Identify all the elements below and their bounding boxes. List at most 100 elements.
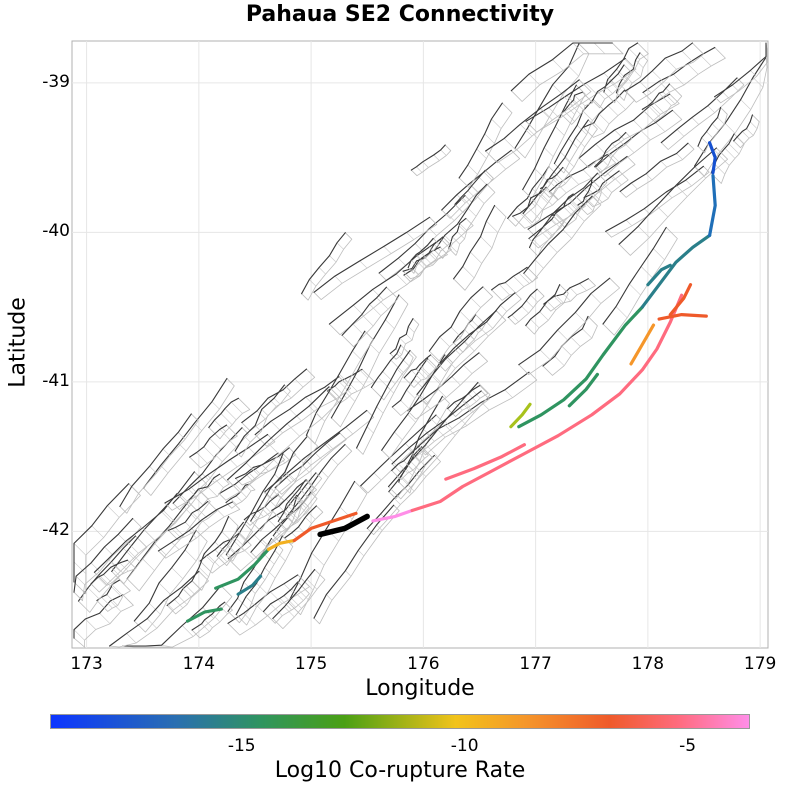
fault-patch-edge	[618, 139, 625, 146]
fault-patch-edge	[640, 266, 653, 278]
fault-trace	[272, 472, 317, 537]
fault-patch-edge	[211, 401, 220, 410]
fault-patch-edge	[660, 160, 668, 168]
fault-patch-edge	[425, 358, 436, 370]
fault-trace	[697, 106, 722, 147]
fault-patch-edge	[209, 438, 221, 450]
fault-patch-edge	[188, 530, 197, 539]
fault-patch-edge	[742, 131, 750, 139]
fault-patch-edge	[513, 275, 525, 287]
fault-trace	[577, 178, 593, 206]
fault-patch-edge	[229, 440, 237, 448]
fault-patch-edge	[149, 466, 157, 474]
fault-patch-edge	[287, 516, 294, 524]
fault-patch-edge	[261, 539, 269, 547]
fault-patch-edge	[198, 567, 209, 578]
fault-patch-edge	[220, 413, 233, 426]
fault-patch-edge	[284, 606, 295, 618]
fault-trace	[241, 368, 308, 424]
fault-patch-edge	[415, 448, 426, 459]
fault-patch-edge	[555, 126, 565, 136]
fault-trace	[191, 515, 230, 582]
fault-patch-edge	[547, 216, 556, 225]
fault-trace	[142, 377, 228, 489]
fault-patch-edge	[302, 465, 310, 473]
fault-trace	[254, 376, 340, 436]
fault-trace	[90, 559, 129, 585]
fault-trace	[525, 57, 626, 122]
fault-patch-edge	[253, 467, 261, 475]
fault-patch-edge	[470, 297, 481, 308]
fault-patch-edge	[222, 548, 233, 559]
fault-patch-edge	[196, 452, 208, 464]
fault-patch-edge	[389, 457, 397, 466]
fault-patch-edge	[655, 122, 666, 132]
fault-trace	[157, 501, 233, 552]
fault-trace	[330, 294, 400, 419]
co-rupture-fault	[657, 313, 708, 321]
fault-patch-edge	[270, 487, 281, 499]
fault-patch-edge	[267, 397, 277, 407]
fault-patch-edge	[530, 294, 538, 303]
fault-patch-edge	[289, 474, 297, 482]
fault-trace	[111, 471, 195, 572]
fault-patch-edge	[211, 613, 221, 623]
fault-patch-edge	[237, 598, 250, 610]
fault-patch-edge	[540, 192, 553, 206]
fault-patch-edge	[146, 618, 158, 629]
fault-patch-edge	[326, 594, 333, 601]
fault-trace	[512, 186, 547, 217]
fault-patch-edge	[718, 155, 730, 166]
colored-faults	[186, 141, 717, 623]
fault-patch-edge	[610, 153, 621, 164]
fault-patch-edge	[204, 619, 213, 628]
fault-patch-edge	[372, 289, 384, 301]
fault-trace	[641, 83, 671, 110]
fault-patch-edge	[732, 84, 739, 92]
fault-patch-edge	[593, 162, 603, 172]
fault-patch-edge	[498, 284, 510, 296]
fault-patch-edge	[398, 463, 408, 474]
fault-patch-edge	[311, 552, 325, 566]
fault-trace	[434, 183, 488, 251]
fault-patch-edge	[256, 583, 268, 595]
fault-patch-edge	[236, 530, 247, 540]
fault-trace	[164, 433, 269, 504]
fault-trace	[122, 585, 222, 647]
fault-patch-edge	[336, 242, 344, 250]
fault-patch-edge	[645, 173, 653, 181]
fault-patch-edge	[411, 268, 420, 277]
fault-patch-edge	[264, 567, 276, 579]
fault-patch-edge	[551, 219, 561, 229]
fault-patch-edge	[575, 312, 586, 323]
fault-patch-edge	[223, 542, 236, 555]
fault-patch-edge	[126, 633, 137, 644]
fault-patch-edge	[298, 589, 310, 601]
fault-trace	[624, 42, 693, 92]
fault-patch-edge	[639, 81, 652, 94]
fault-patch-edge	[551, 177, 562, 188]
fault-patch-edge	[308, 405, 322, 419]
fault-patch-edge	[291, 598, 302, 609]
fault-patch-edge	[687, 63, 699, 75]
fault-patch-edge	[419, 364, 430, 375]
x-tick-label: 177	[519, 654, 552, 674]
fault-trace	[619, 142, 689, 192]
fault-trace	[271, 479, 308, 511]
fault-patch-edge	[168, 525, 182, 539]
fault-patch-edge	[518, 272, 530, 284]
fault-patch-edge	[230, 401, 243, 414]
fault-patch-edge	[160, 511, 174, 524]
fault-patch-edge	[163, 600, 174, 611]
fault-patch-edge	[188, 489, 197, 497]
fault-patch-edge	[280, 525, 287, 532]
fault-patch-edge	[264, 506, 272, 513]
fault-patch-edge	[421, 400, 431, 410]
fault-patch-edge	[427, 245, 434, 252]
fault-patch-edge	[614, 129, 625, 140]
fault-patch-edge	[171, 542, 180, 550]
fault-trace	[733, 114, 753, 142]
fault-patch-edge	[736, 136, 744, 145]
co-rupture-fault	[668, 283, 693, 317]
